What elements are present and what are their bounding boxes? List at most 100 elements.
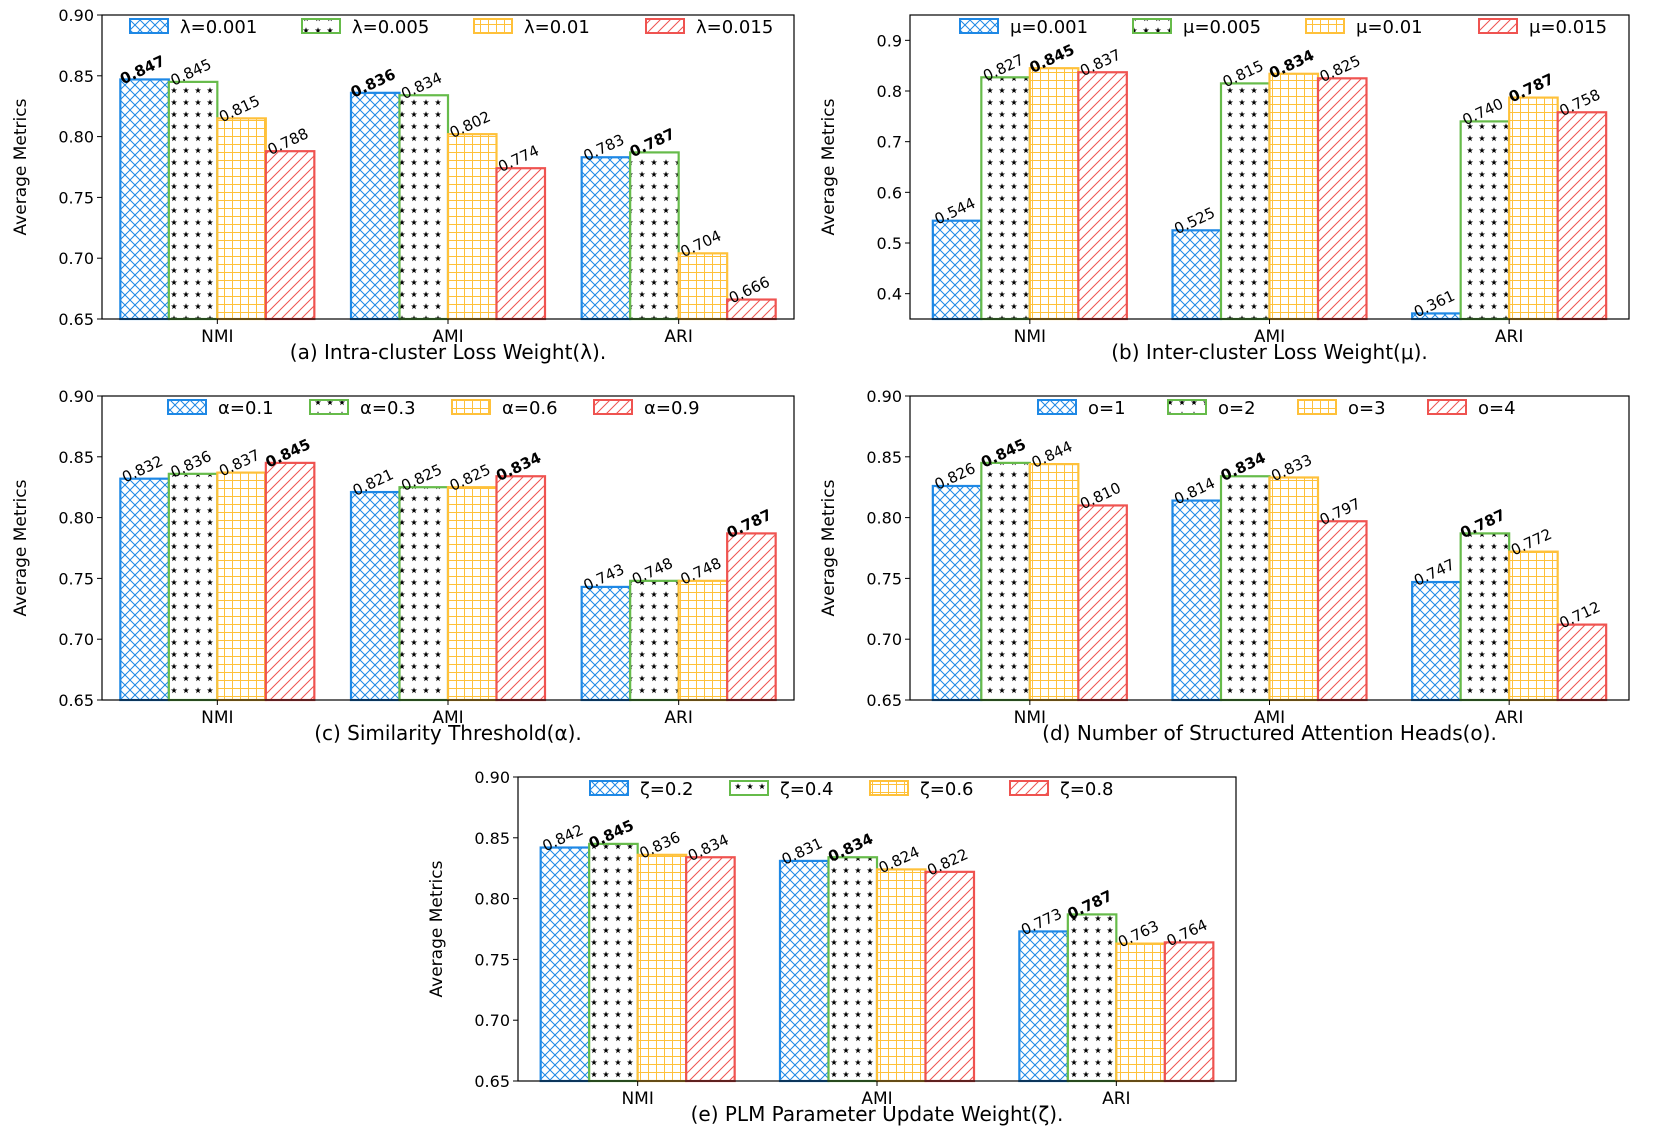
x-tick-label-ami: AMI	[432, 327, 463, 347]
legend-label-s3: o=3	[1348, 398, 1386, 419]
x-tick-label-ami: AMI	[1254, 327, 1285, 347]
bar-ami-s1	[349, 490, 401, 702]
bar-ami-s4	[924, 870, 976, 1083]
x-tick-label-ari: ARI	[1495, 708, 1523, 728]
bar-nmi-s4	[1077, 504, 1128, 702]
legend-label-s4: α=0.9	[644, 398, 700, 419]
y-tick-label: 0.85	[58, 67, 94, 86]
bar-nmi-s3	[216, 117, 267, 321]
y-tick-label: 0.75	[866, 569, 902, 588]
y-tick-label: 0.5	[877, 234, 902, 253]
bar-ami-s2	[398, 486, 450, 702]
legend-label-s1: α=0.1	[218, 398, 274, 419]
y-axis-label: Average Metrics	[819, 98, 839, 235]
y-tick-label: 0.4	[877, 285, 902, 304]
legend-label-s4: o=4	[1478, 398, 1516, 419]
bar-nmi-s2	[167, 472, 219, 702]
x-tick-label-ami: AMI	[432, 708, 463, 728]
x-tick-label-ari: ARI	[664, 708, 692, 728]
bar-ami-s2	[1219, 475, 1271, 702]
y-axis-label: Average Metrics	[11, 479, 31, 616]
y-tick-label: 0.65	[866, 691, 902, 710]
bar-ami-s2	[827, 856, 879, 1083]
y-tick-label: 0.65	[474, 1072, 510, 1091]
legend-swatch-s3	[473, 18, 513, 34]
bar-ami-s3	[1268, 72, 1320, 321]
bar-ari-s2	[1459, 120, 1511, 321]
bar-nmi-s1	[539, 846, 591, 1083]
bar-ami-s4	[1316, 77, 1368, 321]
bar-nmi-s2	[588, 842, 639, 1083]
bar-ari-s3	[1508, 96, 1559, 321]
bar-ari-s3	[1115, 942, 1166, 1083]
y-tick-label: 0.8	[877, 82, 902, 101]
x-tick-label-ari: ARI	[1495, 327, 1523, 347]
bar-ami-s2	[1219, 82, 1271, 321]
x-tick-label-ami: AMI	[1254, 708, 1285, 728]
bar-ami-s4	[495, 167, 547, 321]
y-tick-label: 0.85	[866, 448, 902, 467]
bar-ari-s1	[1411, 580, 1462, 702]
legend-label-s1: ζ=0.2	[640, 779, 694, 800]
y-tick-label: 0.75	[58, 569, 94, 588]
bar-nmi-s4	[685, 856, 736, 1083]
legend-swatch-s3	[451, 399, 491, 415]
bar-nmi-s2	[980, 76, 1031, 321]
bar-nmi-s2	[167, 80, 219, 321]
bar-ami-s1	[349, 91, 401, 321]
y-tick-label: 0.9	[877, 31, 902, 50]
bar-nmi-s1	[119, 477, 170, 702]
y-tick-label: 0.70	[58, 630, 94, 649]
plot-frame	[517, 776, 1237, 1082]
legend-label-s1: μ=0.001	[1010, 17, 1088, 38]
x-tick-label-nmi: NMI	[1014, 327, 1046, 347]
bar-ari-s2	[629, 151, 680, 321]
bar-ari-s2	[1066, 913, 1118, 1083]
bar-ari-s4	[1556, 623, 1608, 702]
y-tick-label: 0.7	[877, 133, 902, 152]
legend-swatch-s2	[301, 18, 341, 34]
y-tick-label: 0.85	[474, 829, 510, 848]
plot-frame	[909, 395, 1630, 701]
bar-ami-s4	[1316, 520, 1368, 702]
legend-swatch-s3	[869, 780, 909, 796]
y-tick-label: 0.80	[58, 509, 94, 528]
bar-ami-s3	[446, 133, 498, 321]
legend-label-s4: λ=0.015	[696, 17, 773, 38]
legend-label-s2: ζ=0.4	[780, 779, 834, 800]
bar-ami-s1	[1171, 229, 1223, 321]
legend-swatch-s2	[729, 780, 769, 796]
y-axis-label: Average Metrics	[11, 98, 31, 235]
panel-caption: (a) Intra-cluster Loss Weight(λ).	[290, 340, 606, 364]
legend-swatch-s2	[309, 399, 349, 415]
x-tick-label-nmi: NMI	[1014, 708, 1046, 728]
bar-nmi-s3	[1028, 462, 1080, 702]
y-tick-label: 0.90	[58, 387, 94, 406]
y-tick-label: 0.70	[58, 249, 94, 268]
legend-swatch-s3	[1297, 399, 1337, 415]
y-tick-label: 0.90	[58, 6, 94, 25]
y-tick-label: 0.80	[58, 128, 94, 147]
bar-nmi-s3	[636, 853, 688, 1083]
panel-caption: (b) Inter-cluster Loss Weight(μ).	[1111, 340, 1428, 364]
y-axis-label: Average Metrics	[819, 479, 839, 616]
bar-ari-s3	[1508, 550, 1559, 702]
bar-ami-s2	[398, 94, 450, 321]
legend-label-s2: λ=0.005	[352, 17, 429, 38]
x-tick-label-nmi: NMI	[201, 327, 233, 347]
panel-caption: (c) Similarity Threshold(α).	[314, 721, 582, 745]
legend-swatch-s4	[1478, 18, 1518, 34]
legend-swatch-s3	[1305, 18, 1345, 34]
legend-label-s1: λ=0.001	[180, 17, 257, 38]
legend-swatch-s4	[645, 18, 685, 34]
legend-label-s2: o=2	[1218, 398, 1256, 419]
panel-caption: (e) PLM Parameter Update Weight(ζ).	[691, 1102, 1064, 1126]
y-tick-label: 0.65	[58, 310, 94, 329]
bar-ari-s4	[726, 532, 777, 702]
y-tick-label: 0.70	[474, 1011, 510, 1030]
bar-nmi-s4	[1077, 71, 1128, 321]
bar-ami-s3	[1268, 476, 1320, 702]
